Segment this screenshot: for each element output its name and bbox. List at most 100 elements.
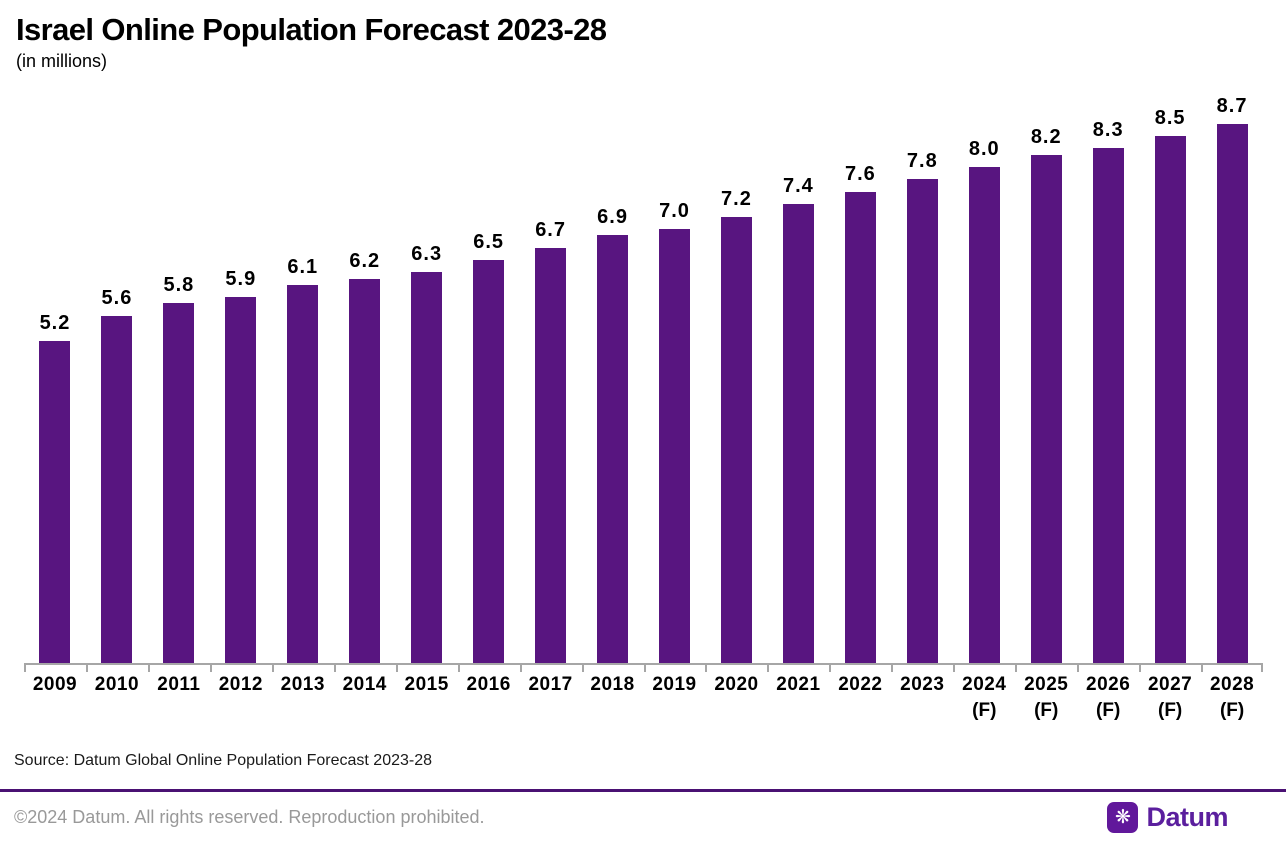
x-tick-label: 2028 (F)	[1201, 664, 1263, 722]
bar	[906, 178, 938, 663]
bar-value-label: 6.5	[473, 230, 505, 253]
year-label: 2021	[776, 673, 821, 695]
bar-group: 5.9	[210, 268, 272, 663]
x-tick-label: 2012	[209, 664, 272, 722]
plot-area: 5.2 5.6 5.8 5.9 6.1 6.2 6.3 6.5 6.7 6.9 7.0 7.2 7.4 7…	[24, 72, 1263, 663]
bar-value-label: 7.6	[844, 162, 876, 185]
x-tick-label: 2022	[829, 664, 891, 722]
x-tick-label: 2019	[643, 664, 706, 722]
year-label: 2027	[1147, 673, 1193, 695]
chart-header: Israel Online Population Forecast 2023-2…	[0, 10, 1286, 72]
bar	[411, 271, 443, 663]
source-note: Source: Datum Global Online Population F…	[14, 751, 433, 769]
bar-value-label: 5.6	[101, 286, 133, 309]
bar-group: 5.6	[86, 287, 148, 663]
bar	[349, 278, 381, 663]
year-label: 2009	[32, 673, 78, 695]
bar-value-label: 7.0	[659, 199, 690, 222]
forecast-flag: (F)	[1096, 699, 1121, 721]
bar-group: 8.5	[1139, 107, 1201, 663]
bar	[287, 284, 319, 663]
x-tick-label: 2025 (F)	[1015, 664, 1077, 722]
bar-group: 8.2	[1015, 126, 1077, 663]
x-tick-label: 2024 (F)	[953, 664, 1015, 722]
bar	[844, 191, 876, 663]
x-tick-label: 2027 (F)	[1139, 664, 1201, 722]
footer: ©2024 Datum. All rights reserved. Reprod…	[0, 792, 1286, 833]
copyright-text: ©2024 Datum. All rights reserved. Reprod…	[14, 806, 485, 827]
bar	[1154, 135, 1186, 663]
bar-group: 8.7	[1201, 95, 1263, 663]
bar-value-label: 7.4	[783, 174, 814, 197]
bar-group: 6.9	[582, 206, 644, 663]
bar-value-label: 6.3	[411, 242, 443, 265]
bar-value-label: 8.5	[1154, 106, 1186, 129]
x-tick-label: 2013	[271, 664, 334, 722]
bar-group: 7.4	[767, 175, 829, 663]
logo-wordmark: Datum	[1146, 801, 1228, 832]
chart-subtitle: (in millions)	[16, 50, 108, 71]
bar-value-label: 7.2	[721, 187, 752, 210]
bar-chart: 5.2 5.6 5.8 5.9 6.1 6.2 6.3 6.5 6.7 6.9 7.0 7.2 7.4 7…	[24, 72, 1263, 722]
x-tick-label: 2010	[85, 664, 148, 722]
x-tick-label: 2011	[147, 664, 210, 722]
forecast-flag: (F)	[972, 699, 997, 721]
bar-group: 7.8	[891, 150, 953, 663]
bar-group: 7.6	[829, 163, 891, 663]
year-label: 2011	[157, 673, 201, 695]
bar-group: 6.1	[272, 256, 334, 663]
bar-group: 8.0	[953, 138, 1015, 663]
year-label: 2025	[1024, 673, 1069, 695]
bar	[1092, 147, 1124, 663]
bar	[39, 340, 71, 663]
year-label: 2019	[652, 673, 697, 695]
bar	[968, 166, 1000, 663]
bar-group: 6.2	[334, 250, 396, 663]
year-label: 2026	[1086, 673, 1131, 695]
bar-group: 6.7	[520, 219, 582, 663]
forecast-flag: (F)	[1158, 699, 1183, 721]
x-tick-label: 2014	[333, 664, 396, 722]
year-label: 2014	[342, 673, 387, 695]
bar	[1030, 154, 1062, 663]
bar-value-label: 8.3	[1092, 118, 1124, 141]
x-tick-label: 2023	[891, 664, 953, 722]
bar-value-label: 5.9	[225, 267, 257, 290]
bar	[163, 302, 195, 663]
bar-group: 7.0	[644, 200, 706, 663]
year-label: 2018	[590, 673, 635, 695]
forecast-flag: (F)	[1034, 699, 1059, 721]
bar-group: 5.2	[24, 312, 86, 663]
bar-group: 8.3	[1077, 119, 1139, 663]
year-label: 2022	[838, 673, 883, 695]
year-label: 2024	[962, 673, 1007, 695]
bar-value-label: 6.1	[287, 255, 319, 278]
year-label: 2028	[1209, 673, 1255, 695]
datum-logo: ❋ Datum	[1107, 801, 1228, 833]
bar	[101, 315, 133, 663]
bar	[1216, 123, 1248, 663]
year-label: 2017	[528, 673, 573, 695]
x-tick-label: 2015	[395, 664, 458, 722]
x-tick-label: 2020	[705, 664, 767, 722]
year-label: 2015	[404, 673, 449, 695]
bar-value-label: 6.7	[535, 218, 566, 241]
bar-value-label: 8.2	[1030, 125, 1062, 148]
x-tick-label: 2017	[519, 664, 582, 722]
year-label: 2013	[280, 673, 325, 695]
x-tick-label: 2018	[581, 664, 644, 722]
year-label: 2023	[900, 673, 945, 695]
bar-value-label: 8.0	[968, 137, 1000, 160]
x-axis: 2009 2010 2011 2012 2013 2014 2015 2016 2017 2018…	[24, 662, 1263, 722]
bar-group: 6.5	[458, 231, 520, 663]
bar-value-label: 8.7	[1216, 94, 1248, 117]
year-label: 2016	[466, 673, 511, 695]
bar	[597, 234, 629, 663]
bar	[473, 259, 505, 663]
bar	[782, 203, 814, 663]
bar	[225, 296, 257, 663]
bar-group: 7.2	[705, 188, 767, 663]
bar-value-label: 7.8	[906, 149, 938, 172]
x-tick-label: 2016	[457, 664, 520, 722]
